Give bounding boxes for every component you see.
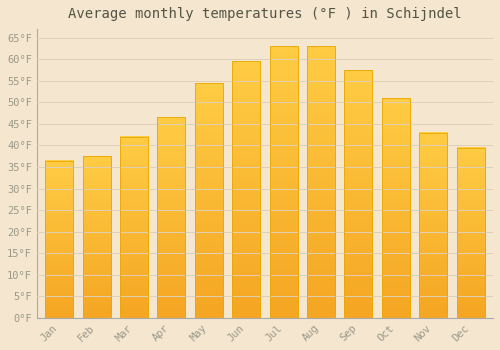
Bar [232, 61, 260, 318]
Bar [195, 83, 223, 318]
Bar [45, 161, 74, 318]
Title: Average monthly temperatures (°F ) in Schijndel: Average monthly temperatures (°F ) in Sc… [68, 7, 462, 21]
Bar [270, 46, 297, 318]
Bar [344, 70, 372, 318]
Bar [419, 133, 447, 318]
Bar [158, 117, 186, 318]
Bar [307, 46, 335, 318]
Bar [456, 148, 484, 318]
Bar [82, 156, 110, 318]
Bar [120, 137, 148, 318]
Bar [382, 98, 410, 318]
